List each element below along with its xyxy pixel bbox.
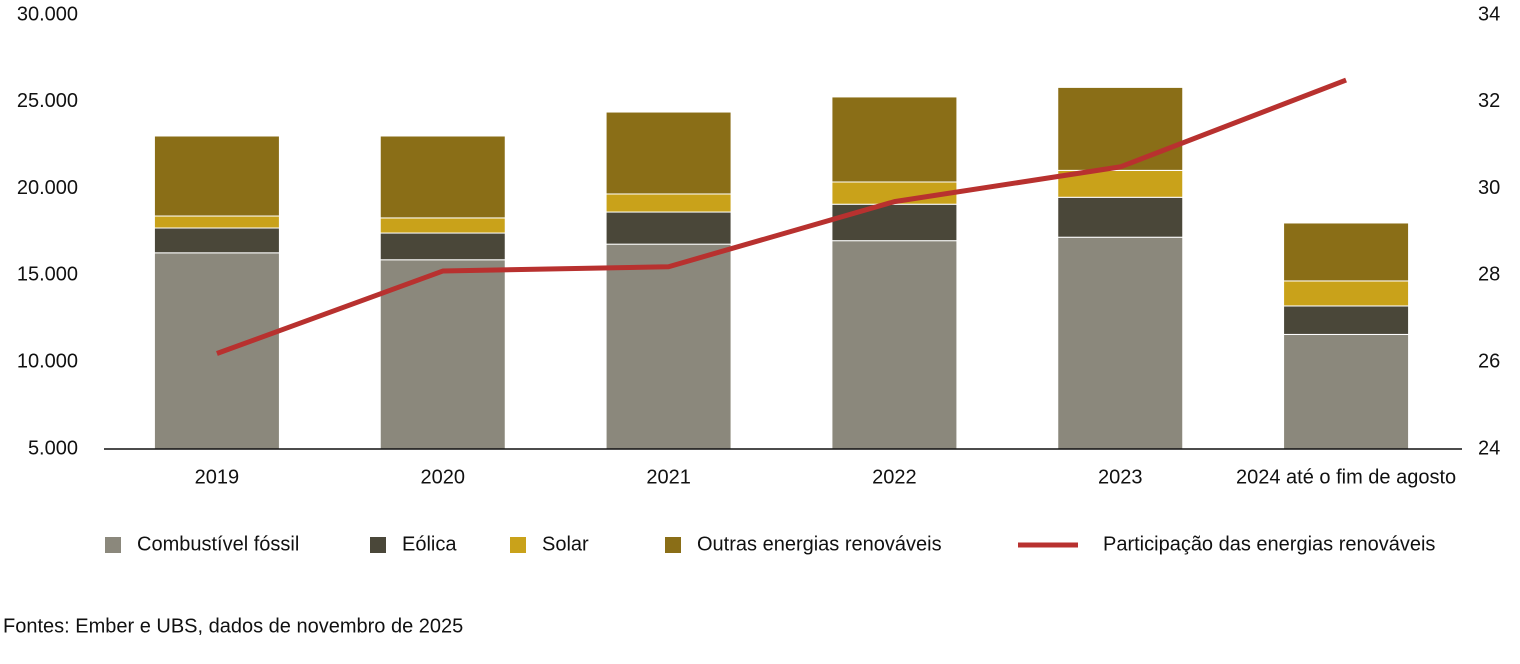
- y2-tick-label: 34: [1478, 3, 1500, 25]
- x-tick-label: 2019: [195, 466, 240, 488]
- bar-segment: [1283, 305, 1410, 335]
- x-tick-label: 2024 até o fim de agosto: [1236, 466, 1456, 488]
- bar-segment: [831, 240, 958, 450]
- y-tick-label: 10.000: [17, 350, 78, 372]
- legend-swatch: [370, 537, 386, 553]
- x-tick-label: 2023: [1098, 466, 1143, 488]
- bar-segment: [831, 96, 958, 183]
- bar-segment: [379, 232, 506, 261]
- bar-segment: [1057, 236, 1184, 450]
- y2-tick-label: 26: [1478, 350, 1500, 372]
- legend-label: Eólica: [402, 533, 457, 555]
- x-tick-label: 2020: [421, 466, 466, 488]
- bar-segment: [379, 259, 506, 450]
- legend-swatch: [665, 537, 681, 553]
- bar-segment: [605, 211, 732, 245]
- y-tick-label: 30.000: [17, 3, 78, 25]
- y-tick-label: 20.000: [17, 177, 78, 199]
- bar-segment: [605, 243, 732, 450]
- y2-tick-label: 30: [1478, 177, 1500, 199]
- legend-swatch: [510, 537, 526, 553]
- bar-segment: [379, 135, 506, 219]
- y2-tick-label: 28: [1478, 264, 1500, 286]
- legend-label: Combustível fóssil: [137, 533, 299, 555]
- legend-label: Outras energias renováveis: [697, 533, 942, 555]
- legend-swatch: [105, 537, 121, 553]
- bar-segment: [153, 227, 280, 254]
- bar-segment: [605, 193, 732, 213]
- legend-label: Participação das energias renováveis: [1103, 533, 1435, 555]
- bar-segment: [831, 203, 958, 242]
- y-tick-label: 15.000: [17, 264, 78, 286]
- bar-segment: [1283, 280, 1410, 307]
- y-tick-label: 5.000: [28, 437, 78, 459]
- source-note: Fontes: Ember e UBS, dados de novembro d…: [3, 615, 463, 637]
- bar-segment: [1057, 196, 1184, 238]
- bar-segment: [1283, 222, 1410, 282]
- bar-segment: [605, 111, 732, 195]
- bar-segment: [379, 217, 506, 234]
- y2-tick-label: 32: [1478, 90, 1500, 112]
- x-tick-label: 2021: [646, 466, 691, 488]
- bar-segment: [1283, 333, 1410, 450]
- x-tick-label: 2022: [872, 466, 917, 488]
- line-series: [216, 77, 1347, 356]
- legend-label: Solar: [542, 533, 589, 555]
- bar-segment: [1057, 86, 1184, 171]
- y-tick-label: 25.000: [17, 90, 78, 112]
- y2-tick-label: 24: [1478, 437, 1500, 459]
- bar-segment: [153, 135, 280, 217]
- bar-segment: [153, 215, 280, 229]
